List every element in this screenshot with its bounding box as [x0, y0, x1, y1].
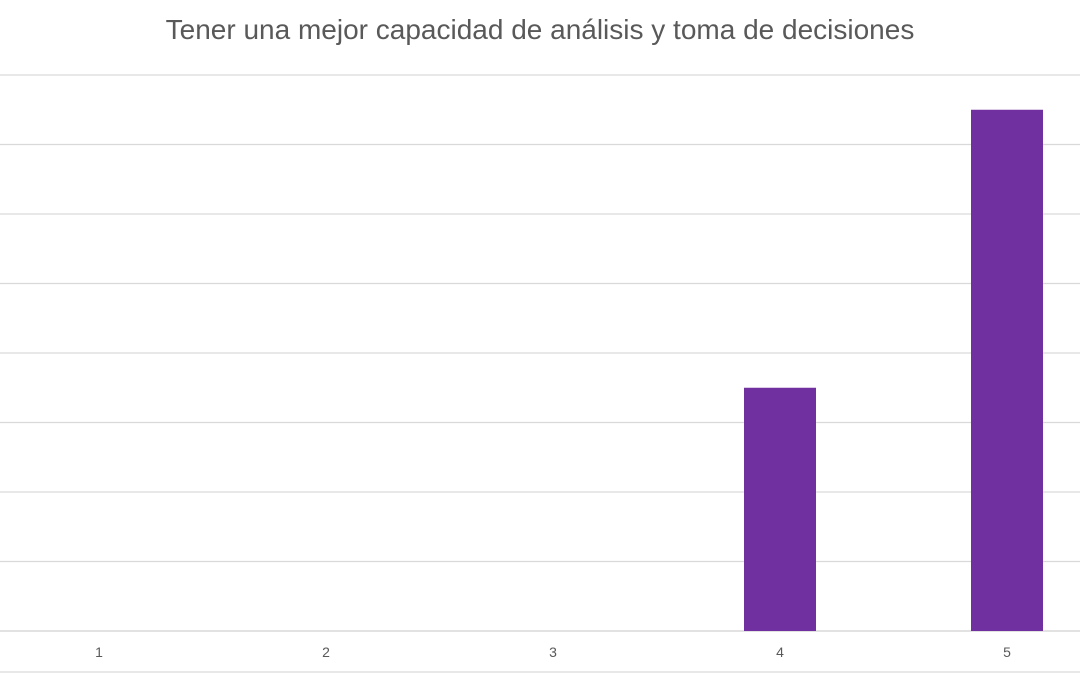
bars — [744, 109, 1043, 631]
x-tick-label: 1 — [95, 644, 103, 660]
chart-title: Tener una mejor capacidad de análisis y … — [165, 14, 915, 45]
bar-5 — [971, 109, 1043, 631]
bar-4 — [744, 387, 816, 631]
x-axis-labels: 1 2 3 4 5 — [95, 644, 1011, 660]
x-tick-label: 3 — [549, 644, 557, 660]
gridlines — [0, 74, 1080, 673]
x-tick-label: 4 — [776, 644, 784, 660]
x-tick-label: 2 — [322, 644, 330, 660]
x-tick-label: 5 — [1003, 644, 1011, 660]
